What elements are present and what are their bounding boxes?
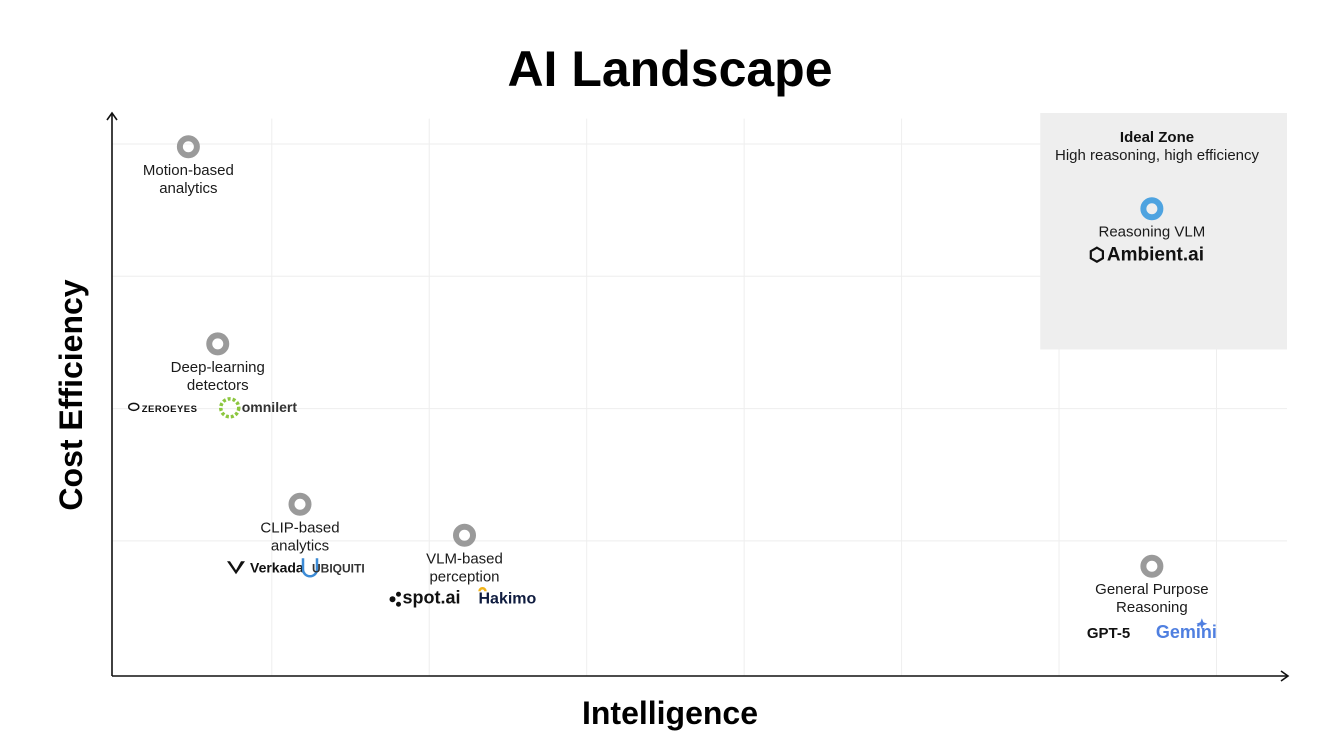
logo-omnilert: omnilert <box>219 397 298 419</box>
logo-text: GPT-5 <box>1087 625 1130 642</box>
logo-zeroeyes: ZEROEYES <box>128 402 198 415</box>
point-marker <box>206 332 230 356</box>
point-marker <box>176 135 200 159</box>
chart-title: AI Landscape <box>507 41 832 97</box>
logo-ambient-ai: Ambient.ai <box>1089 245 1204 266</box>
point-label: Motion-based <box>143 162 234 179</box>
ambient-hex-icon <box>1089 246 1105 263</box>
y-axis-label: Cost Efficiency <box>53 279 89 510</box>
point-label: Reasoning VLM <box>1099 224 1206 241</box>
logo-text: Gemini <box>1156 622 1217 642</box>
ideal-zone-title: Ideal Zone <box>1120 129 1194 146</box>
logo-text: Ambient.ai <box>1107 245 1204 266</box>
y-axis-arrow-icon <box>106 111 118 121</box>
logo-hakimo: Hakimo <box>478 587 537 607</box>
ideal-zone-box <box>1040 113 1287 350</box>
logo-text: UBIQUITI <box>312 561 365 575</box>
point-label: analytics <box>159 180 217 197</box>
spotai-dot-icon <box>396 601 401 607</box>
logo-gpt-5: GPT-5 <box>1087 625 1130 642</box>
highlight-point-marker <box>1140 197 1164 221</box>
omnilert-mark-icon <box>219 397 241 419</box>
point-label: Deep-learning <box>171 359 265 376</box>
grid <box>112 118 1287 676</box>
point-marker <box>288 492 312 516</box>
ubiquiti-mark-icon <box>301 558 319 578</box>
spotai-dot-icon <box>396 591 401 597</box>
x-axis-arrow-icon <box>1280 670 1290 682</box>
gemini-sparkle-icon <box>1196 618 1208 630</box>
logo-gemini: Gemini <box>1156 618 1217 642</box>
point-label: perception <box>429 568 499 585</box>
ideal-zone <box>1040 113 1287 350</box>
point-label: CLIP-based <box>260 519 339 536</box>
data-points: Motion-basedanalyticsDeep-learningdetect… <box>128 135 1217 642</box>
logo-ubiquiti: UBIQUITI <box>301 558 365 578</box>
logo-text: Hakimo <box>479 590 537 607</box>
point-label: Reasoning <box>1116 599 1188 616</box>
point-marker <box>453 523 476 547</box>
ideal-zone-subtitle: High reasoning, high efficiency <box>1055 147 1260 164</box>
logo-text: ZEROEYES <box>142 404 198 415</box>
verkada-mark-icon <box>227 561 245 575</box>
zeroeyes-mark-icon <box>128 402 140 412</box>
point-marker <box>1140 554 1164 578</box>
point-label: detectors <box>187 377 249 394</box>
point-label: General Purpose <box>1095 581 1208 598</box>
data-point-group: Reasoning VLM Ambient.ai <box>1089 197 1206 266</box>
hakimo-accent-icon <box>478 587 487 592</box>
logo-text: Verkada <box>250 559 304 575</box>
point-label: VLM-based <box>426 550 503 567</box>
spotai-dot-icon <box>389 596 396 603</box>
logo-spot-ai: spot.ai <box>389 587 461 607</box>
logo-text: spot.ai <box>403 587 461 607</box>
logo-verkada: Verkada <box>227 559 304 575</box>
x-axis-label: Intelligence <box>582 695 758 731</box>
axes <box>106 111 1290 682</box>
point-label: analytics <box>271 537 329 554</box>
logo-text: omnilert <box>242 399 298 415</box>
